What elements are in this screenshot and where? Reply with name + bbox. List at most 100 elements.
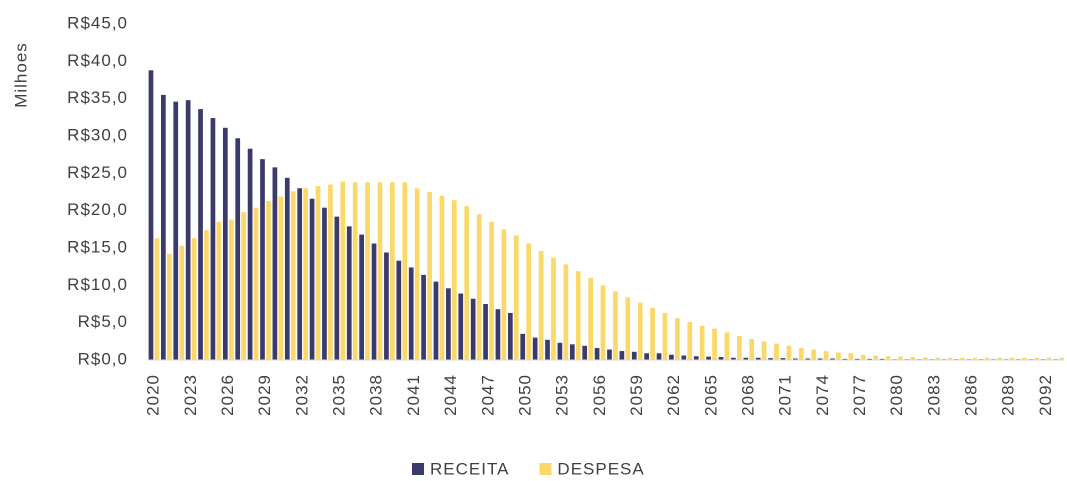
bar bbox=[526, 243, 532, 360]
bar bbox=[662, 312, 668, 360]
y-tick-label: R$35,0 bbox=[67, 88, 128, 107]
bar bbox=[340, 181, 346, 360]
x-tick-label: 2089 bbox=[999, 374, 1018, 416]
bar bbox=[860, 354, 866, 360]
bar bbox=[204, 230, 209, 360]
bar bbox=[346, 226, 352, 360]
bar bbox=[470, 298, 476, 360]
bar bbox=[173, 101, 179, 361]
bar bbox=[309, 198, 315, 360]
bar bbox=[817, 358, 823, 360]
x-tick-label: 2020 bbox=[144, 374, 163, 416]
x-tick-label: 2041 bbox=[404, 374, 423, 416]
bar bbox=[774, 343, 779, 360]
bar bbox=[867, 358, 873, 360]
bar bbox=[154, 238, 160, 360]
bar bbox=[1009, 357, 1015, 360]
bar bbox=[396, 260, 402, 360]
bar bbox=[161, 94, 166, 360]
bar bbox=[569, 344, 575, 360]
bar bbox=[786, 345, 792, 360]
bar bbox=[842, 358, 848, 360]
bar bbox=[743, 357, 749, 360]
bar bbox=[637, 302, 643, 360]
bar bbox=[198, 109, 203, 361]
bar bbox=[390, 182, 395, 360]
bar bbox=[693, 356, 699, 360]
bar bbox=[656, 353, 662, 360]
y-tick-label: R$30,0 bbox=[67, 125, 128, 144]
bar bbox=[148, 70, 154, 360]
bar bbox=[303, 188, 308, 360]
bar bbox=[675, 318, 680, 360]
bar bbox=[836, 352, 841, 360]
bar bbox=[235, 138, 241, 360]
bar bbox=[736, 336, 742, 360]
x-tick-label: 2032 bbox=[292, 374, 311, 416]
bar bbox=[712, 328, 717, 360]
y-tick-label: R$25,0 bbox=[67, 163, 128, 182]
bar bbox=[384, 252, 389, 360]
bar bbox=[191, 238, 197, 360]
y-tick-label: R$40,0 bbox=[67, 51, 128, 70]
bar bbox=[588, 277, 593, 360]
bar bbox=[179, 245, 185, 360]
bar bbox=[755, 357, 761, 360]
bar bbox=[551, 257, 556, 360]
bar bbox=[681, 355, 687, 360]
bar bbox=[408, 267, 414, 360]
bar bbox=[922, 357, 928, 360]
x-tick-label: 2047 bbox=[478, 374, 497, 416]
bar bbox=[495, 309, 501, 360]
bar bbox=[731, 357, 736, 360]
bar bbox=[823, 351, 829, 360]
y-tick-label: R$45,0 bbox=[67, 13, 128, 32]
bar bbox=[997, 357, 1002, 360]
bar bbox=[290, 191, 296, 360]
bar bbox=[650, 307, 655, 360]
x-tick-label: 2068 bbox=[738, 374, 757, 416]
bar bbox=[352, 182, 358, 360]
bar bbox=[253, 207, 259, 360]
bar bbox=[805, 358, 811, 360]
y-tick-label: R$15,0 bbox=[67, 237, 128, 256]
bar bbox=[272, 167, 278, 360]
bar bbox=[873, 355, 879, 360]
bar bbox=[538, 250, 544, 360]
bar bbox=[451, 200, 457, 360]
bar bbox=[216, 221, 222, 360]
bar bbox=[185, 100, 191, 360]
y-axis-title: Milhoes bbox=[11, 42, 30, 108]
bar bbox=[669, 354, 674, 360]
bar bbox=[644, 353, 650, 360]
x-tick-label: 2071 bbox=[776, 374, 795, 416]
x-tick-label: 2023 bbox=[181, 374, 200, 416]
bar bbox=[297, 188, 303, 360]
bar bbox=[848, 353, 854, 360]
x-tick-label: 2077 bbox=[850, 374, 869, 416]
bar bbox=[724, 332, 730, 360]
bar bbox=[315, 186, 321, 360]
bar bbox=[749, 339, 755, 360]
bar bbox=[1022, 357, 1027, 360]
bar bbox=[545, 339, 550, 360]
bar bbox=[433, 281, 439, 360]
bar bbox=[222, 127, 228, 360]
bar bbox=[476, 214, 482, 360]
bar bbox=[830, 358, 835, 360]
bar bbox=[489, 221, 494, 360]
bar bbox=[359, 234, 364, 360]
bar bbox=[811, 349, 817, 360]
bar bbox=[619, 351, 625, 360]
bar bbox=[513, 235, 519, 360]
bar bbox=[532, 337, 538, 360]
x-tick-label: 2062 bbox=[664, 374, 683, 416]
bar bbox=[520, 333, 526, 360]
bar bbox=[594, 348, 600, 360]
bar bbox=[718, 357, 724, 360]
x-tick-label: 2056 bbox=[590, 374, 609, 416]
y-tick-label: R$5,0 bbox=[78, 312, 128, 331]
bar bbox=[768, 358, 773, 360]
bar bbox=[625, 297, 631, 360]
